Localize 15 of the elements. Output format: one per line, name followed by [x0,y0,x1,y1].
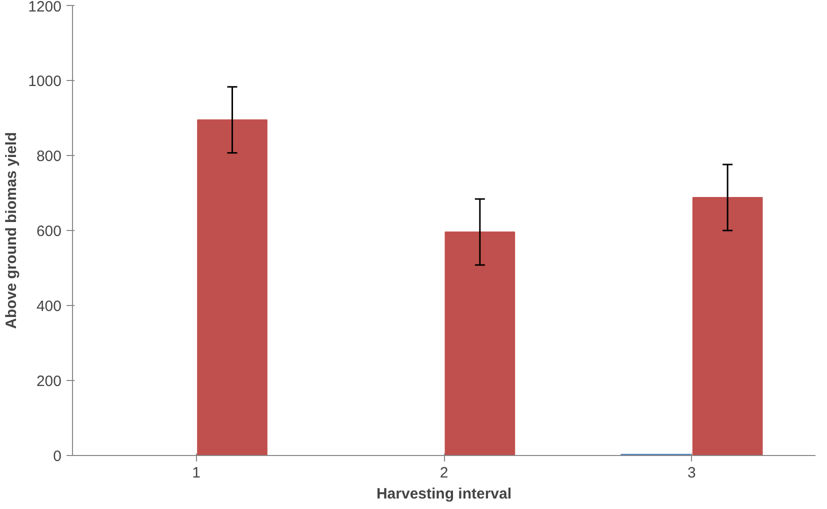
x-tick-label: 3 [687,464,696,482]
x-tick-label: 1 [192,464,201,482]
y-tick-label: 400 [36,298,62,315]
bar [197,119,268,456]
y-tick-label: 1000 [28,73,62,90]
bar [692,197,763,456]
x-tick-label: 2 [440,464,448,482]
y-tick-label: 1200 [28,0,62,16]
y-tick-label: 800 [36,148,62,165]
y-tick-label: 200 [36,373,62,390]
y-tick-label: 0 [53,448,62,465]
y-axis-title: Above ground biomas yield [3,132,20,329]
bar [444,232,516,456]
x-axis-title: Harvesting interval [376,486,512,502]
y-tick-label: 600 [36,223,62,240]
